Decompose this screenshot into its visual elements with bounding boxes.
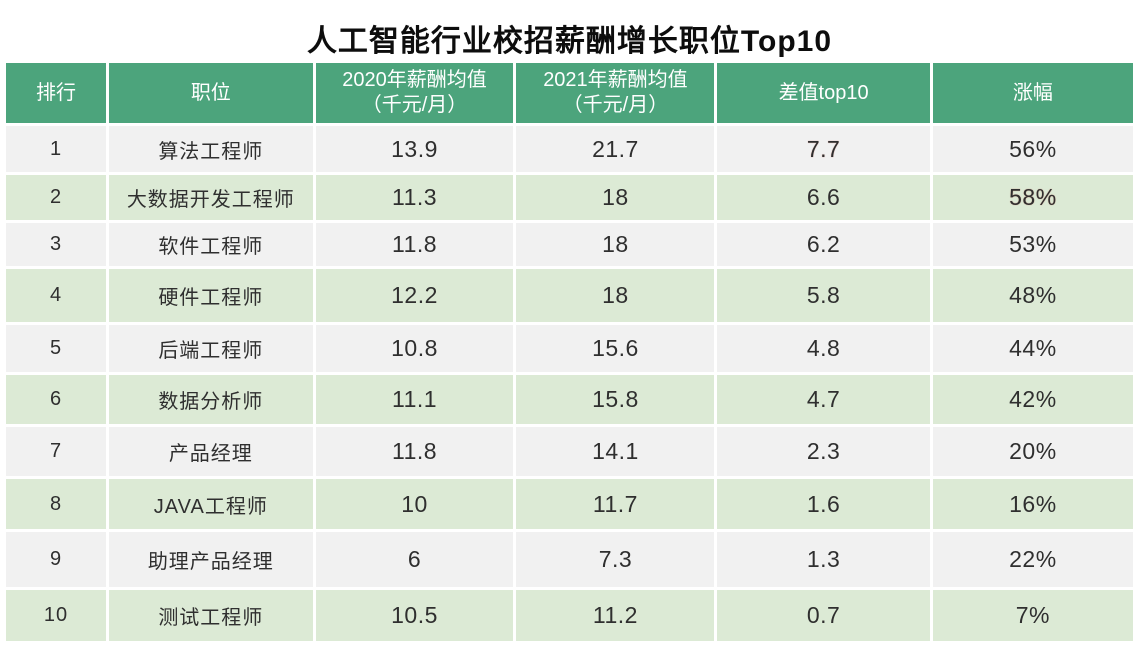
cell-rank: 8 (6, 479, 107, 529)
cell-y2020: 10.5 (315, 590, 514, 641)
cell-position: JAVA工程师 (109, 479, 313, 529)
cell-y2020: 6 (315, 532, 514, 587)
table-row: 4 硬件工程师 12.2 18 5.8 48% (6, 269, 1133, 322)
cell-y2021: 7.3 (516, 532, 715, 587)
cell-diff: 1.6 (717, 479, 930, 529)
cell-position: 大数据开发工程师 (109, 175, 313, 220)
cell-growth: 22% (932, 532, 1133, 587)
cell-rank: 2 (6, 175, 107, 220)
cell-rank: 6 (6, 375, 107, 424)
cell-growth: 44% (932, 325, 1133, 372)
cell-growth: 42% (932, 375, 1133, 424)
cell-y2021: 14.1 (516, 427, 715, 476)
cell-rank: 10 (6, 590, 107, 641)
cell-y2021: 18 (516, 269, 715, 322)
cell-rank: 1 (6, 126, 107, 172)
cell-y2020: 11.8 (315, 223, 514, 266)
table-row: 8 JAVA工程师 10 11.7 1.6 16% (6, 479, 1133, 529)
cell-y2020: 11.1 (315, 375, 514, 424)
table-row: 10 测试工程师 10.5 11.2 0.7 7% (6, 590, 1133, 641)
cell-diff: 6.2 (717, 223, 930, 266)
table-row: 7 产品经理 11.8 14.1 2.3 20% (6, 427, 1133, 476)
table-row: 9 助理产品经理 6 7.3 1.3 22% (6, 532, 1133, 587)
cell-diff: 7.7 (717, 126, 930, 172)
cell-y2021: 15.6 (516, 325, 715, 372)
cell-diff: 4.8 (717, 325, 930, 372)
cell-y2021: 11.7 (516, 479, 715, 529)
cell-rank: 5 (6, 325, 107, 372)
table-row: 1 算法工程师 13.9 21.7 7.7 56% (6, 126, 1133, 172)
cell-rank: 3 (6, 223, 107, 266)
cell-position: 硬件工程师 (109, 269, 313, 322)
cell-y2021: 18 (516, 175, 715, 220)
cell-growth: 16% (932, 479, 1133, 529)
column-header-diff: 差值top10 (717, 63, 930, 123)
cell-y2021: 11.2 (516, 590, 715, 641)
cell-y2020: 10 (315, 479, 514, 529)
column-header-label: 2020年薪酬均值 (342, 69, 487, 91)
page-title: 人工智能行业校招薪酬增长职位Top10 (306, 25, 833, 58)
cell-growth: 56% (932, 126, 1133, 172)
table-row: 3 软件工程师 11.8 18 6.2 53% (6, 223, 1133, 266)
cell-y2021: 15.8 (516, 375, 715, 424)
column-header-label: 差值top10 (778, 81, 869, 104)
cell-y2021: 18 (516, 223, 715, 266)
cell-position: 算法工程师 (109, 126, 313, 172)
cell-position: 软件工程师 (109, 223, 313, 266)
cell-position: 后端工程师 (109, 325, 313, 372)
column-header-rank: 排行 (6, 63, 107, 123)
cell-diff: 4.7 (717, 375, 930, 424)
column-header-position: 职位 (109, 63, 313, 123)
cell-diff: 0.7 (717, 590, 930, 641)
column-header-label: 涨幅 (1012, 81, 1053, 104)
cell-position: 数据分析师 (109, 375, 313, 424)
cell-y2020: 10.8 (315, 325, 514, 372)
header-row: 排行 职位 2020年薪酬均值 （千元/月） 2021年薪酬均值 （千元/月） 差值top1… (6, 63, 1133, 123)
column-header-y2021: 2021年薪酬均值 （千元/月） (516, 63, 715, 123)
table-body: 1 算法工程师 13.9 21.7 7.7 56% 2 大数据开发工程师 11.3 18 6.6 58… (6, 126, 1133, 641)
column-header-label: 排行 (36, 81, 77, 104)
cell-y2020: 13.9 (315, 126, 514, 172)
cell-y2020: 11.8 (315, 427, 514, 476)
cell-growth: 53% (932, 223, 1133, 266)
cell-rank: 7 (6, 427, 107, 476)
cell-y2021: 21.7 (516, 126, 715, 172)
column-header-label: 职位 (190, 81, 231, 104)
salary-table: 排行 职位 2020年薪酬均值 （千元/月） 2021年薪酬均值 （千元/月） 差值top1… (3, 60, 1136, 644)
cell-position: 助理产品经理 (109, 532, 313, 587)
table-row: 6 数据分析师 11.1 15.8 4.7 42% (6, 375, 1133, 424)
cell-y2020: 11.3 (315, 175, 514, 220)
column-header-sublabel: （千元/月） (361, 94, 468, 116)
cell-diff: 2.3 (717, 427, 930, 476)
cell-y2020: 12.2 (315, 269, 514, 322)
column-header-y2020: 2020年薪酬均值 （千元/月） (315, 63, 514, 123)
cell-growth: 20% (932, 427, 1133, 476)
cell-growth: 58% (932, 175, 1133, 220)
cell-diff: 1.3 (717, 532, 930, 587)
table-row: 5 后端工程师 10.8 15.6 4.8 44% (6, 325, 1133, 372)
cell-rank: 4 (6, 269, 107, 322)
cell-position: 测试工程师 (109, 590, 313, 641)
cell-growth: 48% (932, 269, 1133, 322)
column-header-label: 2021年薪酬均值 (543, 69, 688, 91)
table-row: 2 大数据开发工程师 11.3 18 6.6 58% (6, 175, 1133, 220)
column-header-growth: 涨幅 (932, 63, 1133, 123)
cell-growth: 7% (932, 590, 1133, 641)
table-header: 排行 职位 2020年薪酬均值 （千元/月） 2021年薪酬均值 （千元/月） 差值top1… (6, 63, 1133, 123)
cell-rank: 9 (6, 532, 107, 587)
cell-diff: 6.6 (717, 175, 930, 220)
cell-position: 产品经理 (109, 427, 313, 476)
column-header-sublabel: （千元/月） (562, 94, 669, 116)
cell-diff: 5.8 (717, 269, 930, 322)
